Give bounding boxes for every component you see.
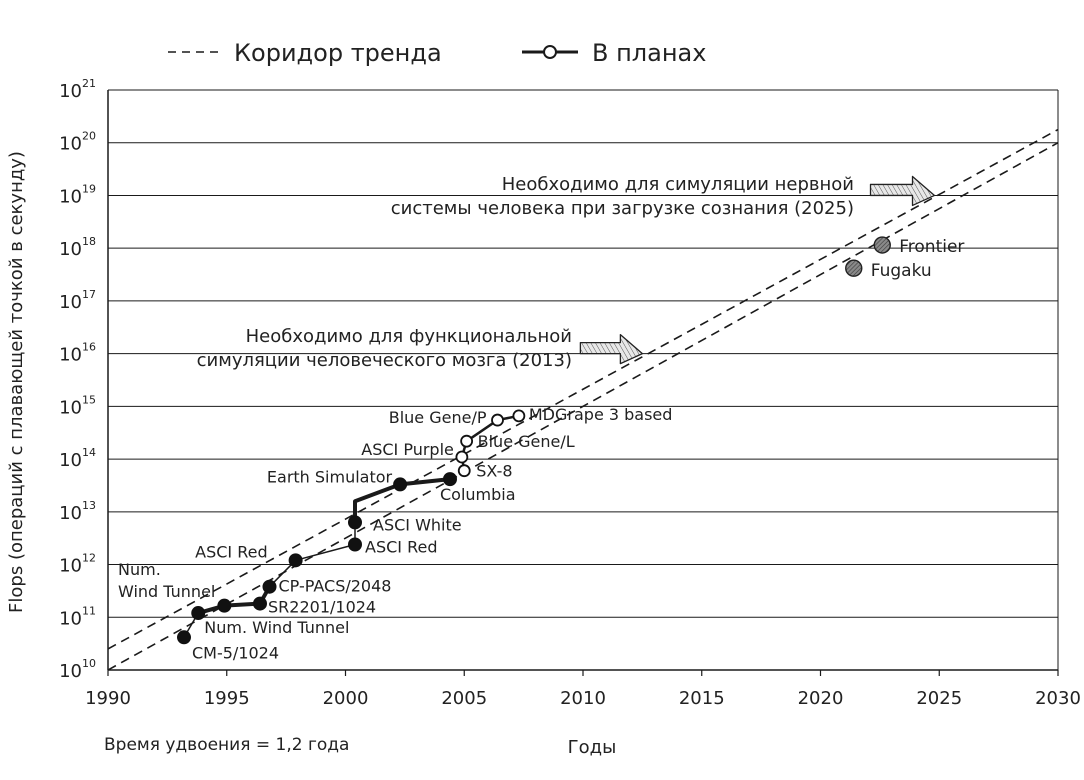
- data-point: [177, 630, 191, 645]
- y-tick-label: 1015: [59, 393, 96, 418]
- data-point: [393, 477, 408, 492]
- annotation-arrow-icon: [579, 333, 644, 365]
- point-label: CM-5/1024: [192, 643, 279, 662]
- data-point: [348, 515, 362, 530]
- data-point: [262, 579, 277, 594]
- y-tick-label: 1018: [59, 235, 96, 260]
- extra-label-line: Wind Tunnel: [118, 582, 215, 601]
- annotation-arrow-icon: [869, 175, 936, 207]
- y-tick-label: 1016: [59, 341, 96, 366]
- data-point: [191, 606, 206, 621]
- x-tick-labels: 1990 1995 2000 2005 2010 2015 2020 2025 2030: [85, 670, 1081, 709]
- y-tick-label: 1010: [59, 657, 96, 682]
- points: [177, 236, 891, 645]
- point-label: Columbia: [440, 485, 516, 504]
- x-tick-label: 2025: [916, 688, 962, 709]
- trend-line: [108, 128, 1058, 650]
- point-label: CP-PACS/2048: [279, 577, 392, 596]
- legend-label-trend: Коридор тренда: [234, 39, 442, 67]
- x-axis-title: Годы: [568, 737, 617, 758]
- x-tick-label: 2020: [798, 688, 844, 709]
- point-label: Fugaku: [871, 261, 932, 281]
- x-tick-label: 2010: [560, 688, 606, 709]
- data-point: [512, 409, 526, 423]
- y-axis-title: Flops (операций с плавающей точкой в сек…: [6, 151, 27, 613]
- x-tick-label: 2000: [323, 688, 369, 709]
- point-label: ASCI White: [373, 515, 462, 534]
- data-point: [873, 236, 891, 254]
- data-point: [288, 553, 303, 568]
- data-point: [491, 413, 504, 427]
- y-tick-label: 1019: [59, 182, 96, 207]
- y-tick-label: 1013: [59, 499, 96, 524]
- point-label: Earth Simulator: [267, 467, 393, 486]
- point-label: Num. Wind Tunnel: [204, 618, 349, 637]
- data-point: [217, 598, 232, 613]
- y-tick-label: 1021: [59, 77, 96, 102]
- point-label: ASCI Red: [365, 538, 437, 557]
- point-label: Blue Gene/L: [478, 432, 575, 451]
- doubling-time-note: Время удвоения = 1,2 года: [104, 735, 349, 755]
- data-point: [845, 259, 863, 277]
- point-label: SR2201/1024: [268, 598, 376, 617]
- point-label: Blue Gene/P: [389, 408, 487, 427]
- extra-label-line: Num.: [118, 560, 161, 579]
- point-label: SX-8: [476, 462, 512, 481]
- y-tick-label: 1012: [59, 552, 96, 577]
- data-point: [455, 450, 469, 464]
- series-line: [460, 414, 520, 458]
- point-label: Frontier: [899, 237, 964, 257]
- y-tick-label: 1014: [59, 446, 96, 471]
- data-point: [253, 596, 267, 611]
- annotation-text: системы человека при загрузке сознания (…: [391, 198, 854, 219]
- data-point: [460, 434, 474, 448]
- x-tick-label: 2005: [441, 688, 487, 709]
- point-label: ASCI Purple: [361, 440, 454, 459]
- annotation-text: Необходимо для симуляции нервной: [502, 174, 854, 195]
- legend-label-planned: В планах: [592, 39, 706, 67]
- annotation-text: Необходимо для функциональной: [246, 326, 572, 347]
- y-tick-label: 1020: [59, 130, 96, 155]
- y-tick-labels: 1010 1011 1012 1013 1014 1015 1016 1017 1018 1019…: [59, 77, 96, 682]
- series-line: [268, 522, 356, 588]
- annotations: Необходимо для функциональной симуляции ч…: [197, 174, 936, 371]
- x-tick-label: 2015: [679, 688, 725, 709]
- series-line: [353, 477, 451, 523]
- x-tick-label: 2030: [1035, 688, 1081, 709]
- point-label: MDGrape 3 based: [529, 405, 673, 424]
- y-tick-label: 1017: [59, 288, 96, 313]
- y-tick-label: 1011: [59, 604, 96, 629]
- data-point: [457, 464, 471, 478]
- legend-open-marker-icon: [543, 45, 557, 59]
- data-point: [443, 472, 457, 487]
- data-point: [348, 537, 362, 552]
- point-label: ASCI Red: [195, 542, 267, 561]
- series-line: [197, 585, 272, 615]
- annotation-text: симуляции человеческого мозга (2013): [197, 350, 572, 371]
- x-tick-label: 1990: [85, 688, 131, 709]
- legend: Коридор тренда В планах: [168, 39, 706, 67]
- x-tick-label: 1995: [204, 688, 250, 709]
